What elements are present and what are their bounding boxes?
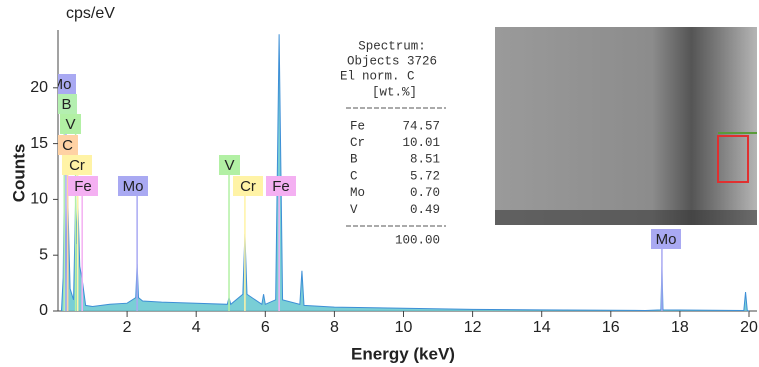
table-cell: Cr	[350, 136, 365, 150]
y-tick-label: 10	[30, 191, 48, 208]
element-label: Fe	[74, 178, 92, 195]
table-header: El	[340, 69, 355, 83]
y-tick-label: 20	[30, 79, 48, 96]
micrograph	[495, 27, 757, 225]
y-tick-label: 0	[39, 302, 48, 319]
x-tick-label: 12	[464, 319, 482, 336]
element-label: V	[224, 157, 234, 174]
sem-micrograph	[495, 27, 757, 225]
element-label: Cr	[240, 178, 256, 195]
micrograph-bar	[495, 210, 757, 225]
x-tick-label: 10	[395, 319, 413, 336]
y-tick-label: 15	[30, 135, 48, 152]
x-tick-label: 16	[602, 319, 620, 336]
element-label: Mo	[656, 231, 677, 248]
y-unit: cps/eV	[66, 5, 115, 22]
table-title: Objects 3726	[347, 54, 437, 68]
x-axis-label: Energy (keV)	[351, 344, 455, 363]
table-cell: V	[350, 203, 358, 217]
table-cell: 8.51	[410, 153, 440, 167]
table-cell: 5.72	[410, 169, 440, 183]
table-cell: C	[350, 169, 358, 183]
element-label: Fe	[272, 178, 290, 195]
table-cell: 74.57	[402, 119, 440, 133]
table-title: Spectrum:	[358, 39, 426, 53]
element-label: V	[65, 116, 75, 133]
x-tick-label: 14	[533, 319, 551, 336]
table-cell: Mo	[350, 186, 365, 200]
element-label: Cr	[69, 157, 85, 174]
element-label: Mo	[123, 178, 144, 195]
table-cell: 0.49	[410, 203, 440, 217]
table-total: 100.00	[395, 233, 440, 247]
y-tick-label: 5	[39, 246, 48, 263]
x-tick-label: 18	[671, 319, 689, 336]
x-tick-label: 6	[261, 319, 270, 336]
element-label: B	[61, 96, 71, 113]
table-cell: Fe	[350, 119, 365, 133]
element-label: C	[62, 137, 73, 154]
x-tick-label: 20	[740, 319, 758, 336]
element-label: Mo	[51, 76, 72, 93]
table-cell: 10.01	[402, 136, 440, 150]
x-tick-label: 2	[123, 319, 132, 336]
table-header: norm. C	[362, 69, 415, 83]
chart: cps/eV Counts Energy (keV) Spectrum:Obje…	[0, 0, 759, 367]
x-tick-label: 8	[330, 319, 339, 336]
x-tick-label: 4	[192, 319, 201, 336]
table-unit: [wt.%]	[372, 85, 417, 99]
y-axis-label: Counts	[9, 144, 28, 203]
table-cell: B	[350, 153, 358, 167]
table-cell: 0.70	[410, 186, 440, 200]
